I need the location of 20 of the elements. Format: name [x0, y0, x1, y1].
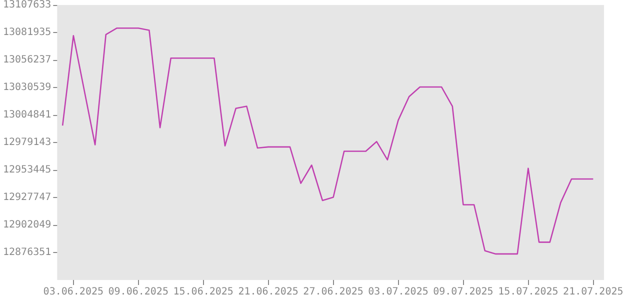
y-tick-label: 12927747: [2, 192, 52, 203]
x-tick-label: 15.06.2025: [173, 286, 234, 298]
y-tick-label: 12953445: [2, 164, 52, 176]
y-tick-label: 13056237: [2, 54, 52, 66]
x-tick-label: 21.06.2025: [238, 286, 298, 298]
y-tick-label: 13030539: [2, 82, 52, 93]
y-tick-label: 12979143: [2, 137, 52, 148]
y-tick-label: 12902049: [2, 220, 52, 230]
y-tick-label: 13081935: [2, 27, 52, 38]
x-tick-label: 09.07.2025: [433, 286, 494, 298]
x-tick-label: 27.06.2025: [303, 286, 364, 298]
y-tick-label: 13107633: [2, 0, 52, 10]
x-tick-label: 15.07.2025: [498, 286, 558, 298]
y-tick-label: 12876351: [2, 247, 52, 258]
line-series: [62, 28, 594, 255]
x-tick-label: 09.06.2025: [108, 286, 168, 298]
x-tick-label: 03.06.2025: [43, 286, 104, 298]
x-tick-label: 21.07.2025: [563, 286, 624, 298]
y-tick-label: 13004841: [2, 110, 52, 120]
x-tick-label: 03.07.2025: [368, 286, 428, 298]
